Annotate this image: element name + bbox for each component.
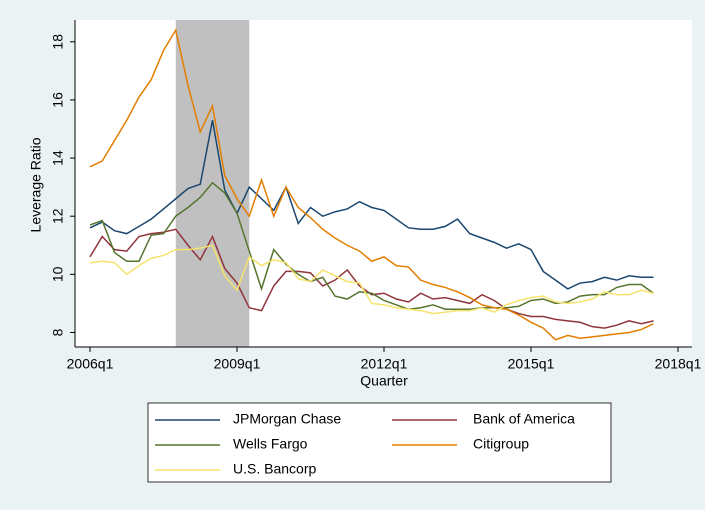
y-tick-label: 8: [50, 328, 66, 336]
legend-label: Citigroup: [473, 436, 529, 452]
plot-area: [75, 20, 692, 347]
legend-box: [147, 402, 612, 483]
x-tick-label: 2018q1: [655, 356, 702, 372]
y-tick-label: 10: [50, 266, 66, 282]
series-line: [89, 120, 654, 290]
y-tick-label: 18: [50, 34, 66, 50]
x-tick-label: 2015q1: [508, 356, 555, 372]
y-axis-title: Leverage Ratio: [28, 137, 44, 232]
legend-label: JPMorgan Chase: [233, 411, 341, 427]
x-axis-title: Quarter: [360, 373, 408, 389]
legend-label: U.S. Bancorp: [233, 461, 316, 477]
series-line: [89, 28, 654, 341]
legend-label: Wells Fargo: [233, 436, 308, 452]
x-tick-label: 2006q1: [67, 356, 114, 372]
legend-label: Bank of America: [473, 411, 575, 427]
series-line: [89, 244, 654, 315]
y-tick-label: 12: [50, 208, 66, 224]
y-tick-label: 16: [50, 92, 66, 108]
x-tick-label: 2009q1: [214, 356, 261, 372]
y-tick-label: 14: [50, 150, 66, 166]
series-line: [89, 228, 654, 329]
x-tick-label: 2012q1: [361, 356, 408, 372]
